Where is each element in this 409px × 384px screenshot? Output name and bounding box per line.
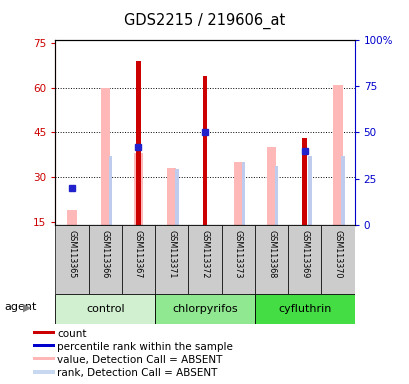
Text: agent: agent <box>4 302 36 312</box>
Bar <box>67 210 76 225</box>
Bar <box>33 344 55 347</box>
Bar <box>302 138 306 225</box>
Text: control: control <box>86 304 124 314</box>
Bar <box>155 294 254 324</box>
Bar <box>333 85 342 225</box>
Bar <box>241 162 245 225</box>
Bar <box>308 156 311 225</box>
Text: count: count <box>57 329 87 339</box>
Bar <box>55 294 155 324</box>
Bar <box>175 169 178 225</box>
Bar <box>33 357 55 361</box>
Bar <box>254 225 288 294</box>
Text: GSM113371: GSM113371 <box>167 230 176 278</box>
Bar <box>155 225 188 294</box>
Bar <box>136 61 140 225</box>
Text: value, Detection Call = ABSENT: value, Detection Call = ABSENT <box>57 355 222 365</box>
Bar <box>321 225 354 294</box>
Text: GSM113370: GSM113370 <box>333 230 342 278</box>
Text: cyfluthrin: cyfluthrin <box>277 304 330 314</box>
Text: GSM113365: GSM113365 <box>67 230 76 278</box>
Bar <box>288 225 321 294</box>
Bar <box>133 153 143 225</box>
Text: GSM113367: GSM113367 <box>134 230 143 278</box>
Bar <box>266 147 276 225</box>
Bar <box>167 168 176 225</box>
Bar <box>33 371 55 374</box>
Text: GSM113372: GSM113372 <box>200 230 209 279</box>
Bar <box>274 166 278 225</box>
Text: rank, Detection Call = ABSENT: rank, Detection Call = ABSENT <box>57 368 217 378</box>
Bar <box>55 225 88 294</box>
Bar <box>233 162 242 225</box>
Bar <box>254 294 354 324</box>
Bar <box>88 225 121 294</box>
Text: GSM113373: GSM113373 <box>233 230 242 278</box>
Bar <box>202 76 207 225</box>
Bar <box>221 225 254 294</box>
Text: GDS2215 / 219606_at: GDS2215 / 219606_at <box>124 13 285 29</box>
Bar <box>108 156 112 225</box>
Bar <box>100 88 110 225</box>
Bar <box>188 225 221 294</box>
Bar <box>121 225 155 294</box>
Text: chlorpyrifos: chlorpyrifos <box>172 304 237 314</box>
Text: ▶: ▶ <box>22 302 31 312</box>
Bar <box>33 331 55 334</box>
Text: percentile rank within the sample: percentile rank within the sample <box>57 342 233 352</box>
Text: GSM113368: GSM113368 <box>266 230 275 278</box>
Text: GSM113366: GSM113366 <box>101 230 110 278</box>
Text: GSM113369: GSM113369 <box>299 230 308 278</box>
Bar <box>341 156 344 225</box>
